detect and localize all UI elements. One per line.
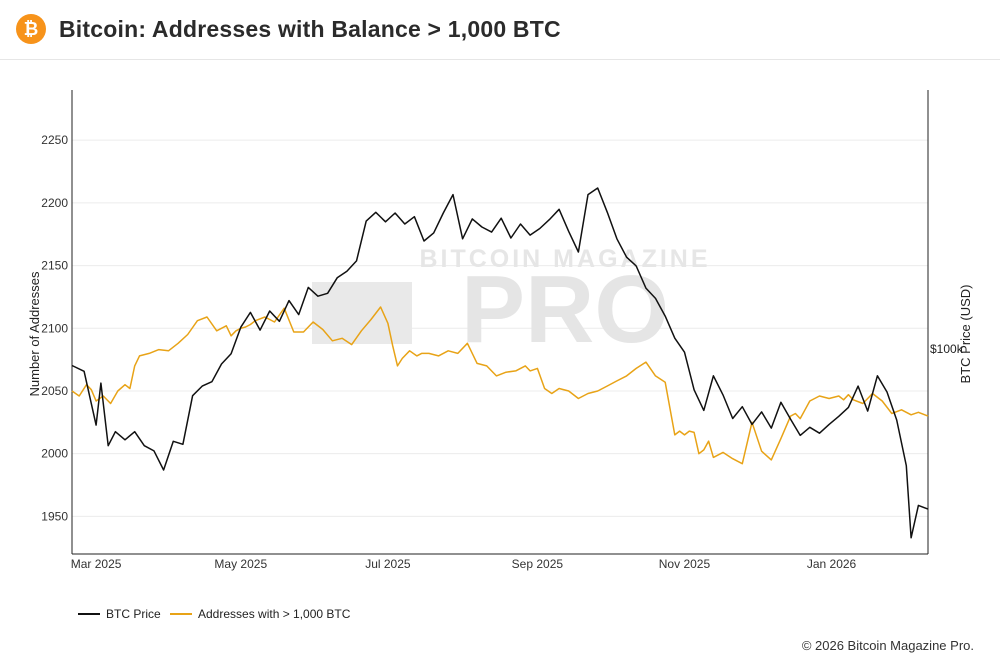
legend-label-addresses: Addresses with > 1,000 BTC (198, 607, 351, 621)
y-tick-label: 2100 (41, 321, 68, 335)
addresses-line (71, 306, 929, 465)
x-tick-label: Sep 2025 (512, 557, 564, 571)
y2-axis-title: BTC Price (USD) (958, 285, 973, 384)
y-tick-label: 2200 (41, 196, 68, 210)
x-tick-label: May 2025 (214, 557, 267, 571)
legend-label-btc-price: BTC Price (106, 607, 161, 621)
y-tick-label: 2250 (41, 133, 68, 147)
header-bar: ₿ Bitcoin: Addresses with Balance > 1,00… (0, 0, 1000, 60)
y-axis-title: Number of Addresses (27, 271, 42, 397)
chart-area: 1950 2000 2050 2100 2150 2200 2250 BITCOIN MAGA… (27, 90, 973, 621)
x-tick-label: Nov 2025 (659, 557, 711, 571)
x-tick-label: Jan 2026 (807, 557, 857, 571)
y-tick-label: 2150 (41, 259, 68, 273)
bitcoin-logo-icon: ₿ (16, 14, 46, 44)
y2-tick-label: $100k (930, 342, 964, 356)
copyright-text: © 2026 Bitcoin Magazine Pro. (801, 638, 974, 653)
y-tick-label: 1950 (41, 509, 68, 523)
y-tick-label: 2050 (41, 384, 68, 398)
btc-price-line (71, 187, 929, 539)
x-tick-label: Jul 2025 (365, 557, 411, 571)
watermark-text: PRO (461, 256, 669, 363)
watermark-subtitle: BITCOIN MAGAZINE (419, 245, 710, 273)
x-tick-label: Mar 2025 (71, 557, 122, 571)
y-tick-label: 2000 (41, 447, 68, 461)
page-title: Bitcoin: Addresses with Balance > 1,000 … (59, 16, 561, 42)
